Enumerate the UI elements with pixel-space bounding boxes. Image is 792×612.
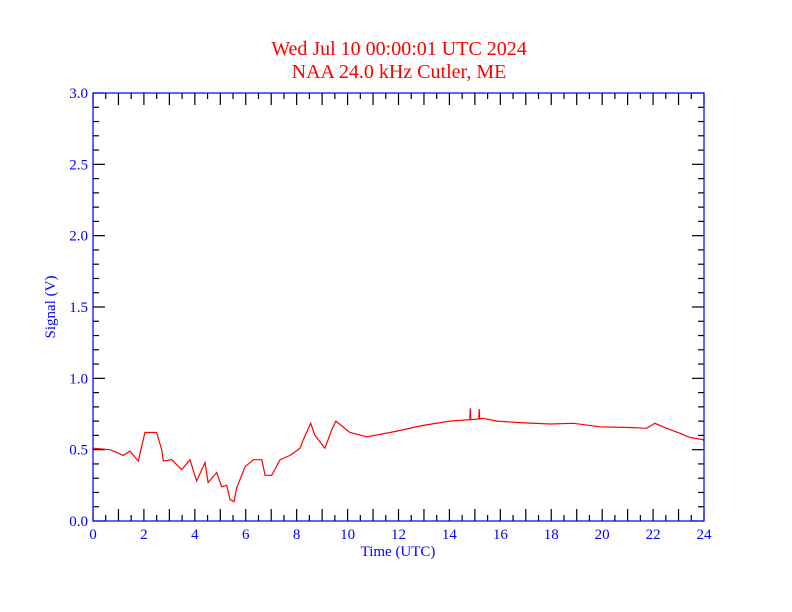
- chart-subtitle: NAA 24.0 kHz Cutler, ME: [292, 61, 507, 83]
- y-tick-label: 0.0: [69, 514, 88, 530]
- x-tick-label: 20: [595, 527, 610, 543]
- y-tick-label: 2.5: [69, 157, 88, 173]
- tick-labels: 0 2 4 6 8 10 12 14 16 18 20 22 240.00.51.01.52.02.53…: [69, 86, 712, 543]
- x-tick-label: 6: [242, 527, 250, 543]
- x-tick-label: 14: [442, 527, 458, 543]
- x-tick-label: 18: [544, 527, 559, 543]
- x-tick-label: 8: [293, 527, 301, 543]
- x-tick-label: 2: [140, 527, 148, 543]
- y-tick-label: 1.5: [69, 300, 88, 316]
- x-tick-label: 22: [646, 527, 661, 543]
- x-axis-label: Time (UTC): [361, 544, 436, 560]
- y-tick-label: 3.0: [69, 86, 88, 102]
- x-tick-label: 16: [493, 527, 509, 543]
- y-tick-label: 2.0: [69, 229, 88, 245]
- chart-title: Wed Jul 10 00:00:01 UTC 2024: [271, 38, 527, 60]
- x-tick-label: 10: [340, 527, 355, 543]
- y-tick-label: 0.5: [69, 443, 88, 459]
- signal-series-line: [92, 408, 705, 503]
- axis-ticks: [92, 92, 705, 522]
- x-tick-label: 4: [191, 527, 199, 543]
- y-tick-label: 1.0: [69, 371, 88, 387]
- plot-frame: [92, 92, 705, 522]
- y-axis-label: Signal (V): [43, 276, 59, 339]
- x-tick-label: 24: [697, 527, 713, 543]
- x-tick-label: 12: [391, 527, 406, 543]
- x-tick-label: 0: [89, 527, 97, 543]
